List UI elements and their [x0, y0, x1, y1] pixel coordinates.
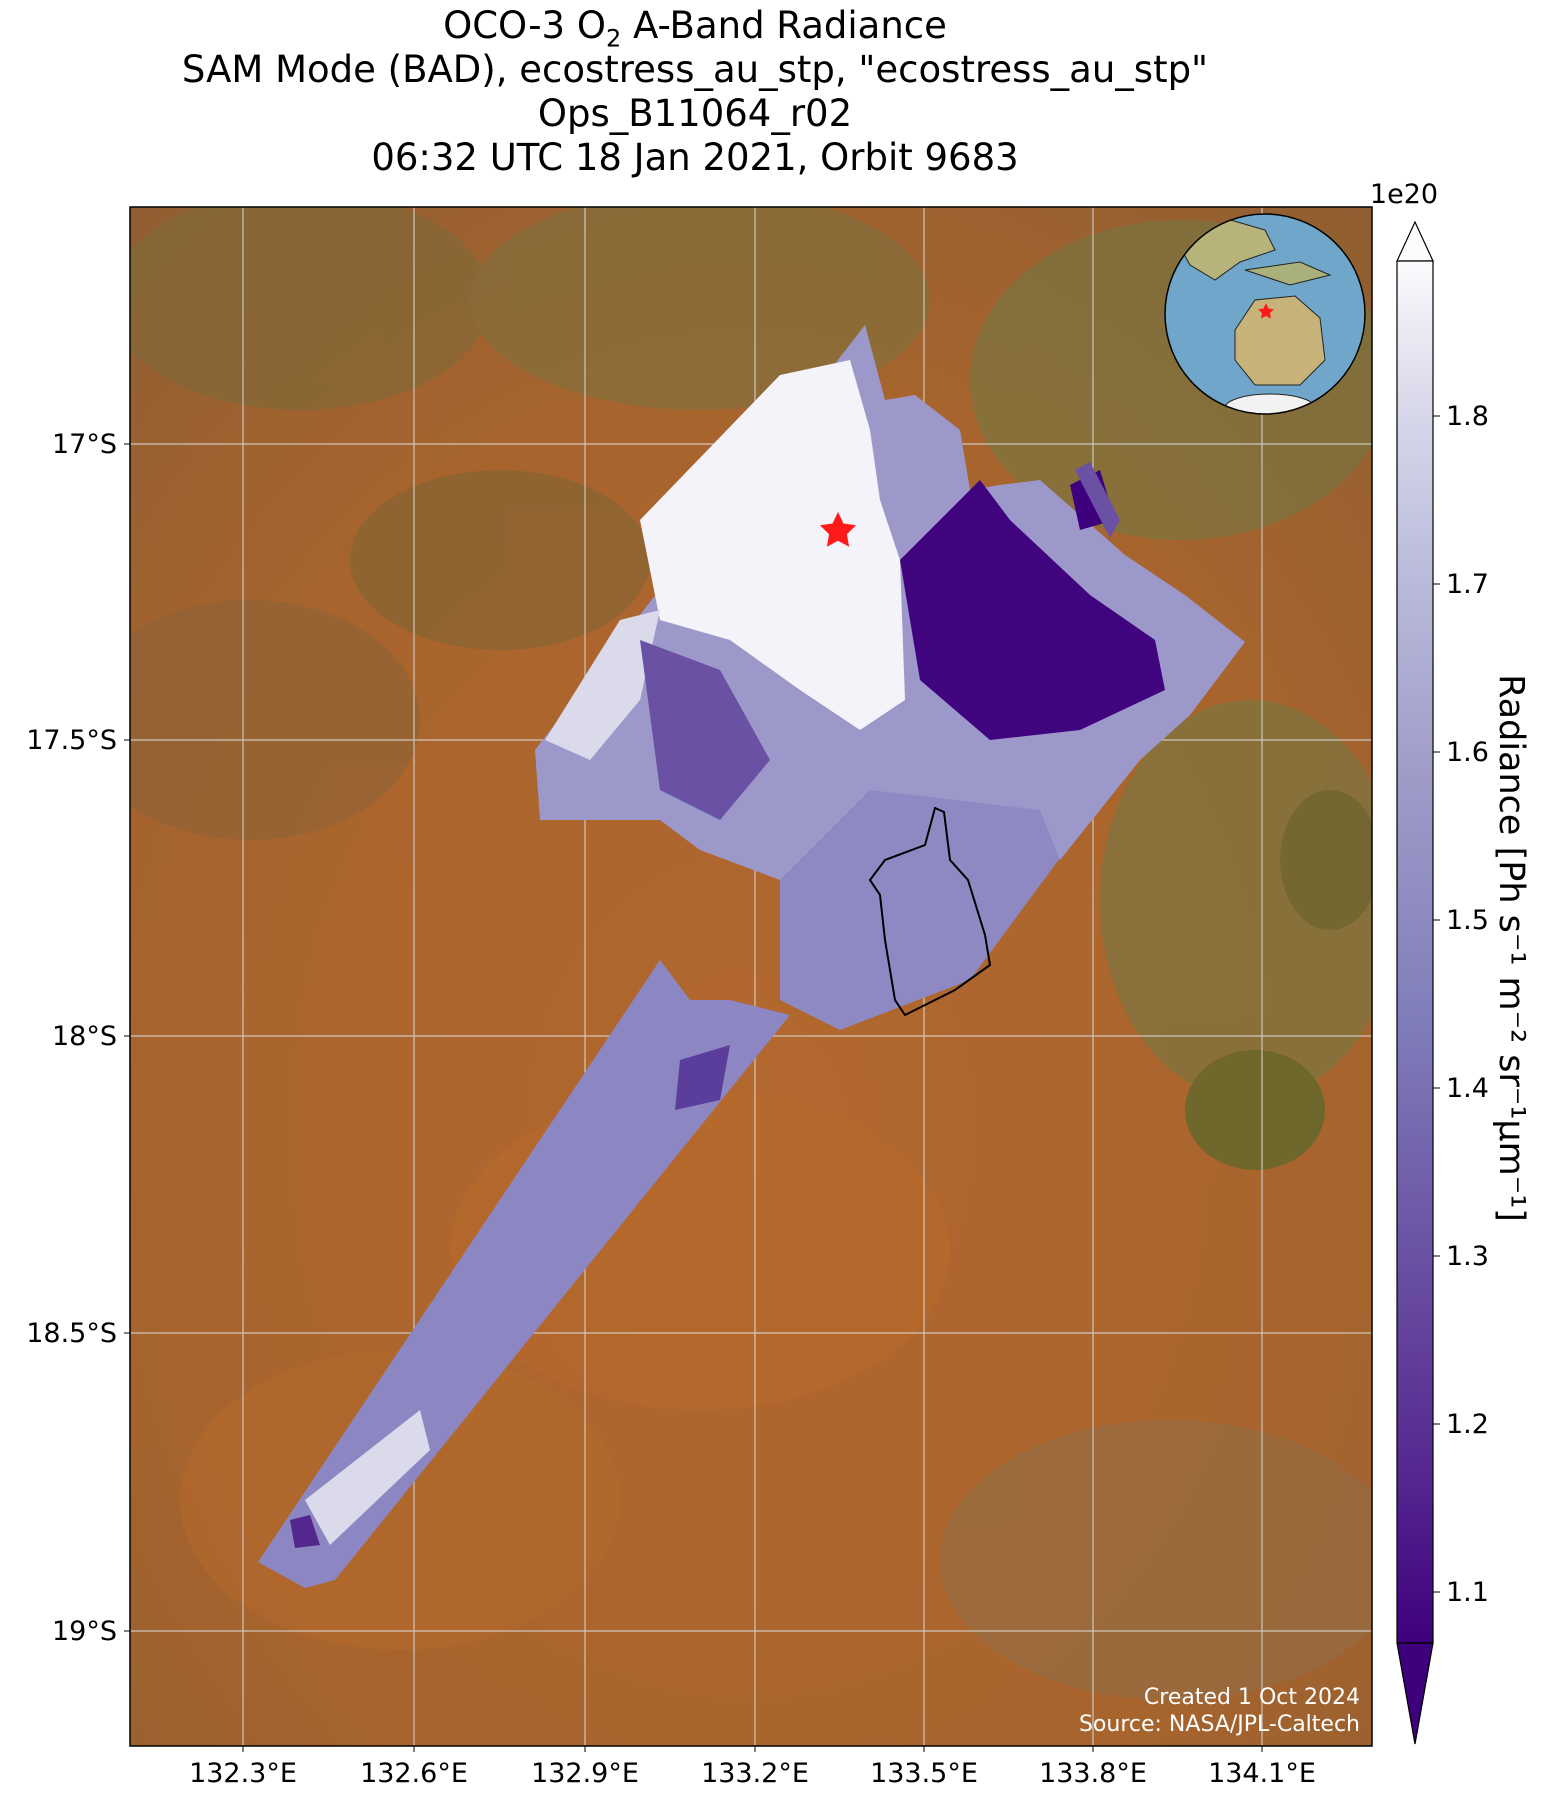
lon-tick-label: 134.1°E [1208, 1758, 1316, 1789]
colorbar-tick-label: 1.2 [1446, 1409, 1489, 1440]
lat-tick-label: 18.5°S [26, 1318, 117, 1349]
inset-australia [1234, 295, 1326, 386]
lat-tick-label: 18°S [52, 1021, 117, 1052]
inset-islands [1244, 261, 1332, 286]
credit-created: Created 1 Oct 2024 [1144, 1685, 1360, 1710]
swath-arm-dark-spot [675, 1045, 730, 1110]
colorbar-tick-label: 1.1 [1446, 1577, 1489, 1608]
swath-diagonal-arm [258, 960, 790, 1588]
colorbar-tick-label: 1.3 [1446, 1241, 1489, 1272]
colorbar-exponent: 1e20 [1370, 179, 1438, 210]
swath-bright-region [640, 360, 905, 730]
swath-small-fragment [1075, 462, 1120, 538]
inset-star-marker [1258, 303, 1274, 319]
lon-tick-label: 133.5°E [870, 1758, 978, 1789]
map-frame [129, 206, 1373, 1747]
colorbar-frame [1396, 260, 1434, 1644]
title-block: OCO-3 O2 A-Band Radiance SAM Mode (BAD),… [0, 4, 1390, 180]
lat-tick-label: 17°S [52, 429, 117, 460]
longitude-ticks: 132.3°E 132.6°E 132.9°E 133.2°E 133.5°E … [189, 1746, 1316, 1789]
lon-tick-label: 133.8°E [1039, 1758, 1147, 1789]
swath-arm-dark-end [290, 1515, 320, 1548]
title-line-3: Ops_B11064_r02 [537, 92, 853, 135]
credit-source: Source: NASA/JPL-Caltech [1079, 1712, 1360, 1737]
lat-tick-label: 17.5°S [26, 725, 117, 756]
colorbar: 1e20 1.8 1.7 1.6 1.5 1.4 1.3 1.2 1.1 Rad… [1370, 179, 1531, 1745]
target-star-marker [820, 512, 856, 547]
lon-tick-label: 132.9°E [531, 1758, 639, 1789]
lon-tick-label: 132.3°E [189, 1758, 297, 1789]
colorbar-tick-label: 1.5 [1446, 905, 1489, 936]
lon-tick-label: 132.6°E [360, 1758, 468, 1789]
colorbar-gradient [1397, 261, 1433, 1643]
lon-tick-label: 133.2°E [701, 1758, 809, 1789]
colorbar-axis-label: Radiance [Ph s⁻¹ m⁻² sr⁻¹μm⁻¹] [1491, 674, 1531, 1222]
latitude-ticks: 17°S 17.5°S 18°S 18.5°S 19°S [26, 429, 130, 1647]
radiance-swath [258, 325, 1245, 1588]
colorbar-tick-label: 1.7 [1446, 569, 1489, 600]
colorbar-tick-label: 1.8 [1446, 401, 1489, 432]
title-line-4: 06:32 UTC 18 Jan 2021, Orbit 9683 [371, 136, 1019, 179]
terrain-features [130, 207, 1372, 1700]
title-line-1: OCO-3 O2 A-Band Radiance [443, 4, 947, 53]
title-line-2: SAM Mode (BAD), ecostress_au_stp, "ecost… [181, 48, 1209, 91]
swath-lower-block [780, 770, 1088, 1030]
colorbar-tick-label: 1.4 [1446, 1073, 1489, 1104]
outlined-feature [868, 806, 992, 1017]
colorbar-extend-bottom [1396, 1642, 1434, 1745]
swath-mid-purple [640, 640, 770, 820]
swath-arm-light [305, 1410, 430, 1545]
swath-bright-left [545, 610, 660, 760]
lat-tick-label: 19°S [52, 1616, 117, 1647]
map-panel: Created 1 Oct 2024 Source: NASA/JPL-Calt… [129, 206, 1373, 1747]
colorbar-extend-top [1396, 220, 1434, 262]
swath-dark-region [900, 480, 1165, 740]
colorbar-tick-label: 1.6 [1446, 737, 1489, 768]
